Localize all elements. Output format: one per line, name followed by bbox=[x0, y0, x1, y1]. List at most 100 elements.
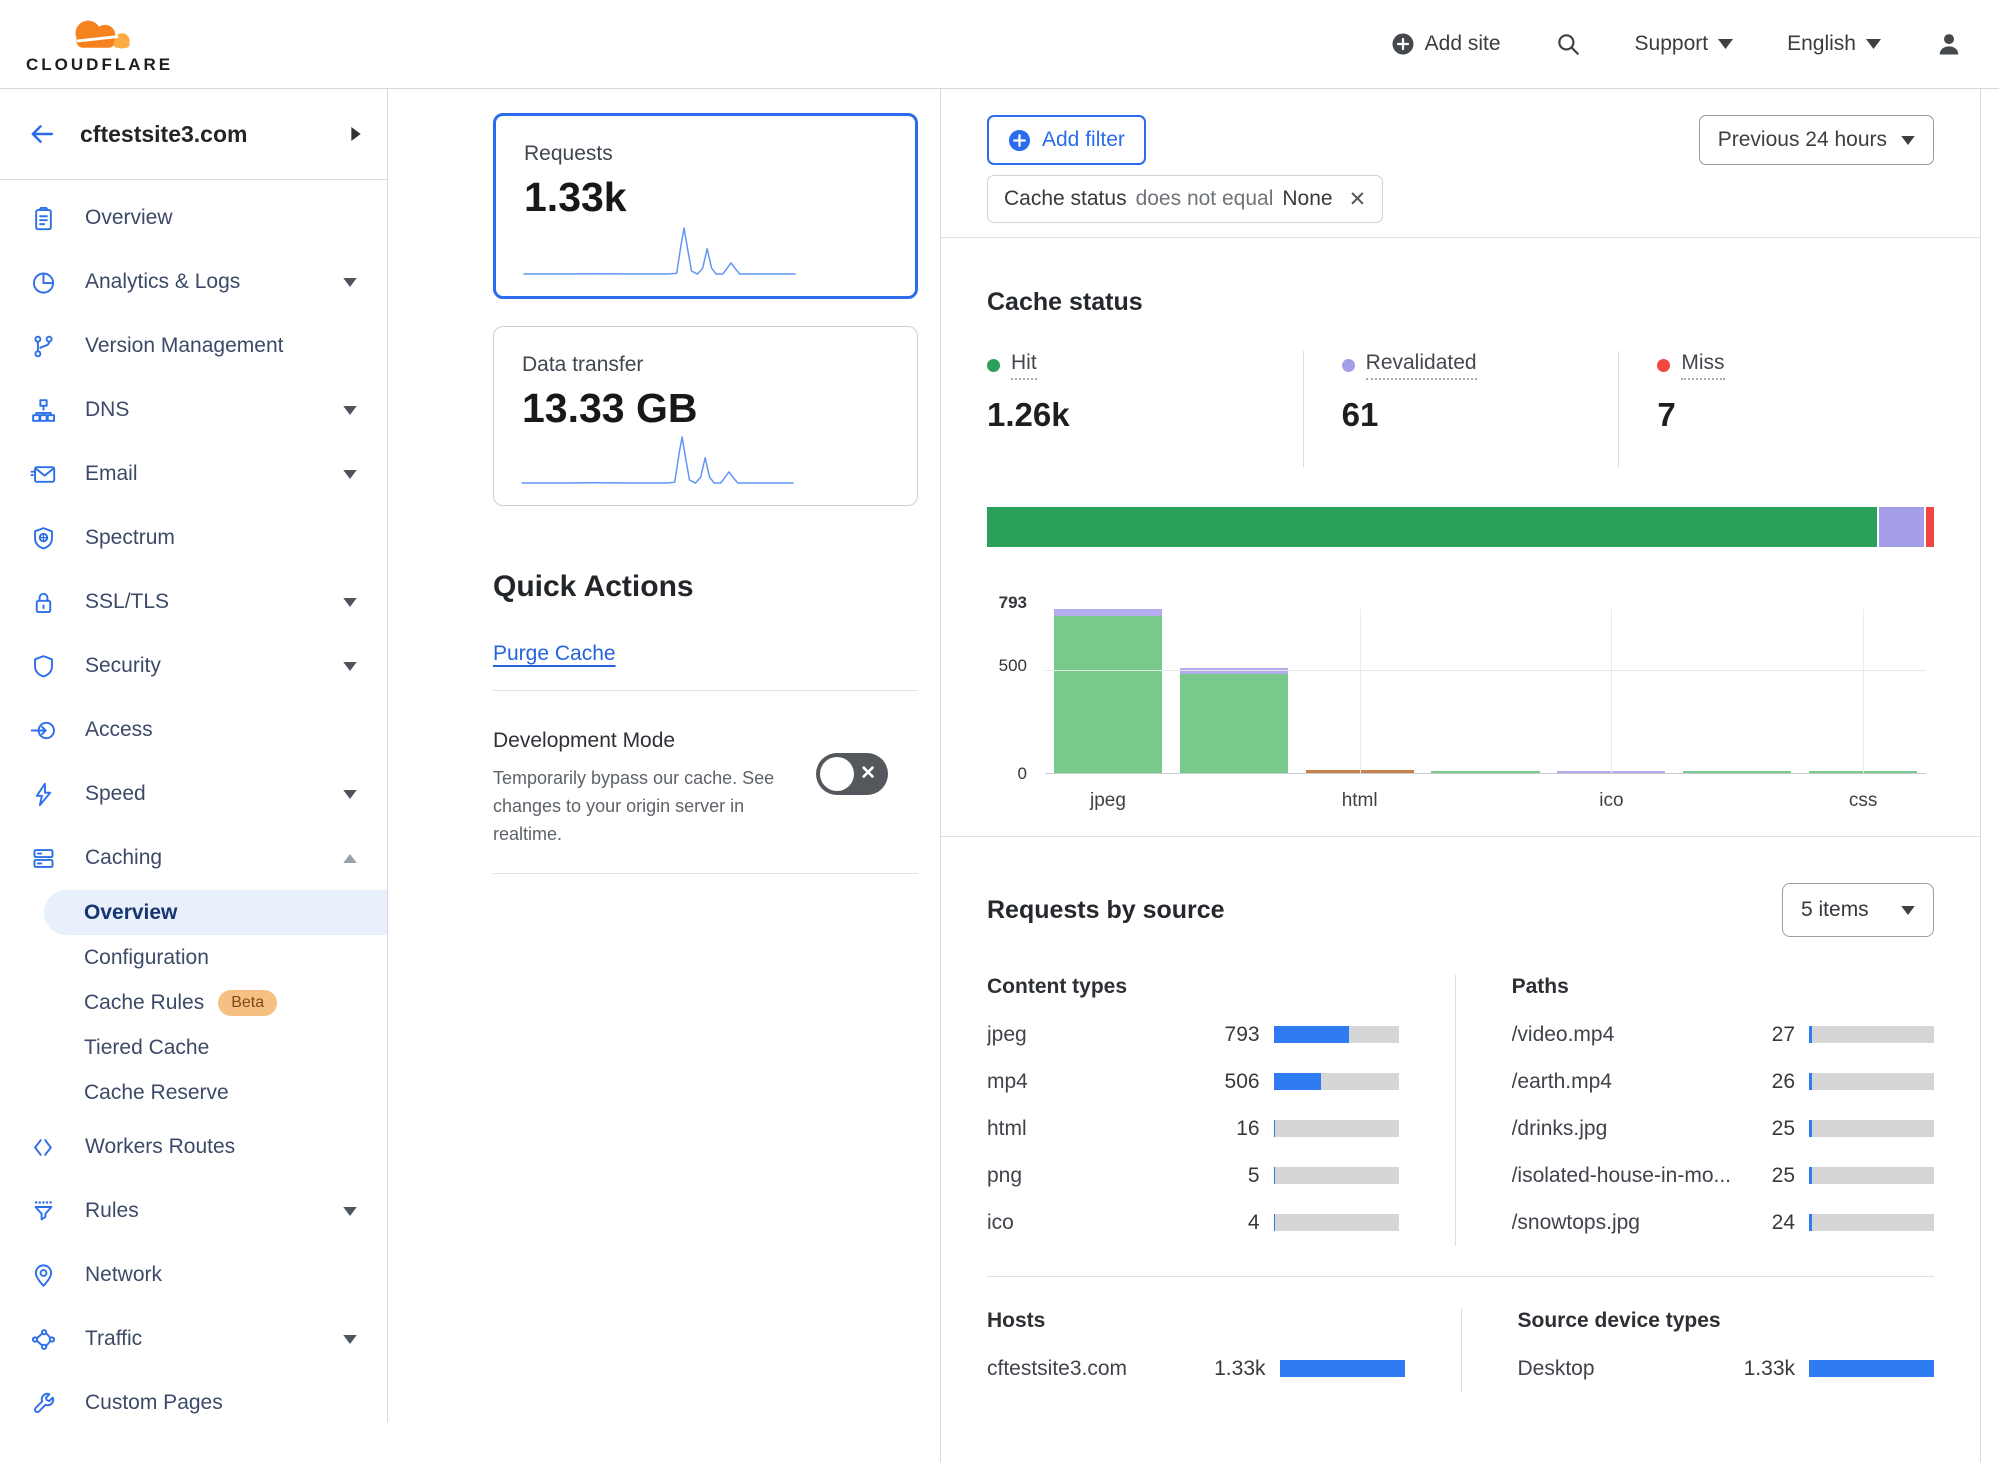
sidebar-item-rules[interactable]: Rules bbox=[0, 1179, 387, 1243]
filter-chip[interactable]: Cache status does not equal None ✕ bbox=[987, 175, 1383, 223]
sidebar-subitem-label: Cache Rules bbox=[84, 991, 204, 1015]
row-bar-fill bbox=[1809, 1026, 1812, 1043]
legend-value: 7 bbox=[1657, 396, 1934, 434]
sidebar-item-caching[interactable]: Caching bbox=[0, 826, 387, 890]
panel-title: Hosts bbox=[987, 1309, 1405, 1333]
legend-label[interactable]: Hit bbox=[1011, 351, 1037, 380]
y-tick-label: 0 bbox=[1018, 764, 1027, 784]
add-site-button[interactable]: Add site bbox=[1391, 32, 1501, 56]
add-site-label: Add site bbox=[1425, 32, 1501, 56]
sidebar-item-label: Workers Routes bbox=[85, 1135, 235, 1159]
time-range-dropdown[interactable]: Previous 24 hours bbox=[1699, 115, 1934, 165]
middle-column: Requests 1.33k Data transfer 13.33 GB Qu… bbox=[388, 89, 940, 1422]
user-icon bbox=[1935, 30, 1963, 58]
row-bar-track bbox=[1274, 1214, 1399, 1231]
metric-card-data-transfer[interactable]: Data transfer 13.33 GB bbox=[493, 326, 918, 506]
sidebar-item-dns[interactable]: DNS bbox=[0, 378, 387, 442]
metric-card-requests[interactable]: Requests 1.33k bbox=[493, 113, 918, 299]
cloudflare-logo[interactable]: CLOUDFLARE bbox=[26, 13, 173, 75]
sidebar-item-access[interactable]: Access bbox=[0, 698, 387, 762]
sidebar-item-custom-pages[interactable]: Custom Pages bbox=[0, 1371, 387, 1422]
sidebar-item-label: Rules bbox=[85, 1199, 139, 1223]
legend-label[interactable]: Miss bbox=[1681, 351, 1724, 380]
stacked-segment-miss bbox=[1926, 507, 1934, 547]
chevron-down-icon bbox=[343, 662, 357, 671]
row-value: 506 bbox=[1206, 1070, 1260, 1094]
sidebar-item-speed[interactable]: Speed bbox=[0, 762, 387, 826]
search-button[interactable] bbox=[1555, 31, 1581, 57]
chart-bar-slot bbox=[1423, 609, 1549, 773]
panel-title: Source device types bbox=[1518, 1309, 1935, 1333]
chevron-down-icon bbox=[1866, 39, 1881, 49]
support-label: Support bbox=[1635, 32, 1709, 56]
spectrum-icon bbox=[30, 525, 57, 552]
remove-filter-icon[interactable]: ✕ bbox=[1349, 187, 1367, 212]
chevron-down-icon bbox=[343, 470, 357, 479]
language-menu[interactable]: English bbox=[1787, 32, 1881, 56]
divider bbox=[493, 873, 918, 874]
filter-bar: Add filter Previous 24 hours Cache statu… bbox=[941, 89, 1980, 238]
chevron-right-icon[interactable] bbox=[351, 127, 361, 141]
requests-sparkline bbox=[522, 222, 797, 280]
row-value: 5 bbox=[1206, 1164, 1260, 1188]
site-header: cftestsite3.com bbox=[0, 89, 387, 180]
sidebar-item-spectrum[interactable]: Spectrum bbox=[0, 506, 387, 570]
language-label: English bbox=[1787, 32, 1856, 56]
sidebar-item-analytics-logs[interactable]: Analytics & Logs bbox=[0, 250, 387, 314]
gridline bbox=[1611, 609, 1612, 773]
access-icon bbox=[30, 717, 57, 744]
sidebar-item-traffic[interactable]: Traffic bbox=[0, 1307, 387, 1371]
sidebar-subitem-configuration[interactable]: Configuration bbox=[0, 935, 387, 980]
row-label: mp4 bbox=[987, 1070, 1206, 1094]
sidebar-item-label: Overview bbox=[85, 206, 173, 230]
sidebar-subitem-overview[interactable]: Overview bbox=[44, 890, 387, 935]
add-filter-button[interactable]: Add filter bbox=[987, 115, 1146, 165]
sidebar-item-label: Analytics & Logs bbox=[85, 270, 240, 294]
back-arrow-icon[interactable] bbox=[26, 121, 56, 147]
bar-segment bbox=[1683, 771, 1791, 773]
row-bar-fill bbox=[1274, 1120, 1276, 1137]
sidebar-subitem-label: Cache Reserve bbox=[84, 1081, 229, 1105]
row-label: /snowtops.jpg bbox=[1512, 1211, 1741, 1235]
sidebar-subitem-tiered-cache[interactable]: Tiered Cache bbox=[0, 1025, 387, 1070]
sidebar-item-security[interactable]: Security bbox=[0, 634, 387, 698]
row-bar-track bbox=[1274, 1026, 1399, 1043]
support-menu[interactable]: Support bbox=[1635, 32, 1734, 56]
row-value: 1.33k bbox=[1212, 1357, 1266, 1381]
row-label: /earth.mp4 bbox=[1512, 1070, 1741, 1094]
bar-segment bbox=[1054, 609, 1162, 616]
sidebar-item-overview[interactable]: Overview bbox=[0, 186, 387, 250]
development-mode-toggle[interactable]: ✕ bbox=[816, 753, 888, 795]
bar-segment bbox=[1431, 771, 1539, 773]
sidebar-item-email[interactable]: Email bbox=[0, 442, 387, 506]
sidebar-item-label: Security bbox=[85, 654, 161, 678]
user-menu[interactable] bbox=[1935, 30, 1963, 58]
sidebar-subitem-cache-reserve[interactable]: Cache Reserve bbox=[0, 1070, 387, 1115]
row-label: png bbox=[987, 1164, 1206, 1188]
network-icon bbox=[30, 1262, 57, 1289]
workers-icon bbox=[30, 1134, 57, 1161]
cache-status-stacked-bar bbox=[987, 507, 1934, 547]
sidebar-item-ssl-tls[interactable]: SSL/TLS bbox=[0, 570, 387, 634]
traffic-icon bbox=[30, 1326, 57, 1353]
purge-cache-link[interactable]: Purge Cache bbox=[493, 642, 616, 666]
row-bar-track bbox=[1274, 1073, 1399, 1090]
chevron-down-icon bbox=[343, 790, 357, 799]
row-value: 24 bbox=[1741, 1211, 1795, 1235]
items-count-dropdown[interactable]: 5 items bbox=[1782, 883, 1934, 937]
sidebar-item-workers-routes[interactable]: Workers Routes bbox=[0, 1115, 387, 1179]
legend-label[interactable]: Revalidated bbox=[1366, 351, 1477, 380]
row-label: /drinks.jpg bbox=[1512, 1117, 1741, 1141]
chevron-down-icon bbox=[343, 598, 357, 607]
sidebar-item-network[interactable]: Network bbox=[0, 1243, 387, 1307]
sidebar-item-version-management[interactable]: Version Management bbox=[0, 314, 387, 378]
row-bar-track bbox=[1809, 1120, 1934, 1137]
chevron-down-icon bbox=[343, 406, 357, 415]
sidebar-item-label: Version Management bbox=[85, 334, 283, 358]
